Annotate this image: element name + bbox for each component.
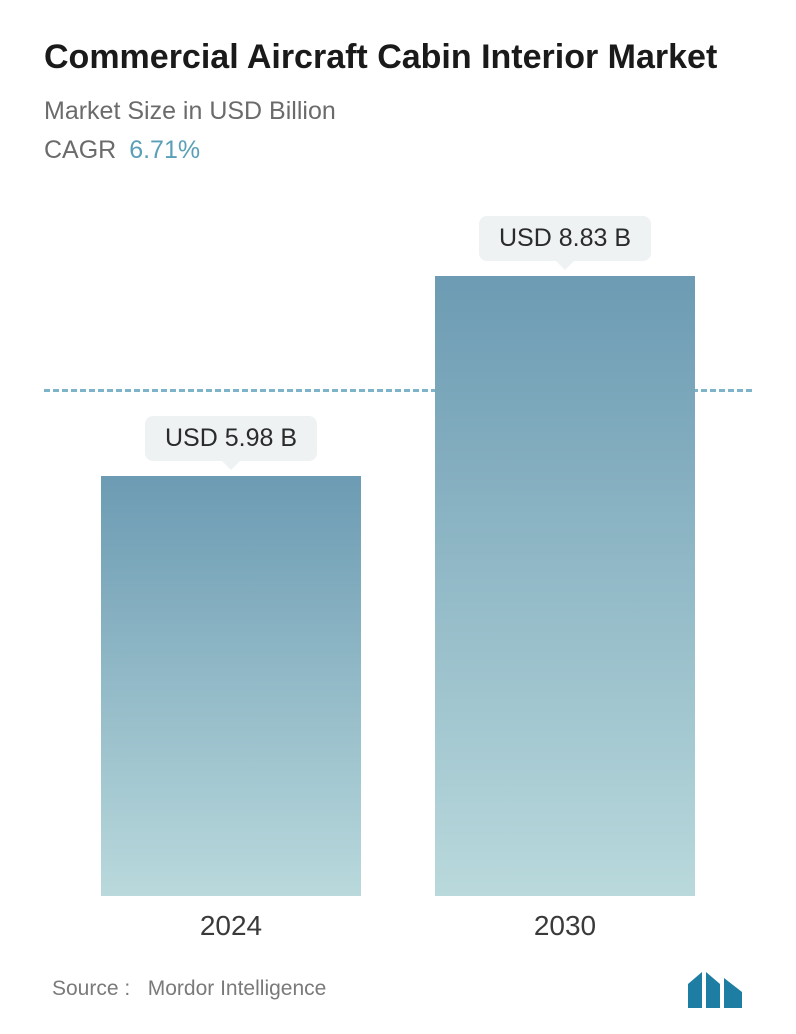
value-label-wrap: USD 5.98 B	[145, 416, 317, 470]
bars-container: USD 5.98 B USD 8.83 B	[44, 189, 752, 897]
x-axis-label: 2030	[435, 910, 695, 942]
cagr-value: 6.71%	[129, 136, 200, 164]
bar-group: USD 5.98 B	[101, 189, 361, 897]
value-label: USD 8.83 B	[479, 216, 651, 261]
x-axis-labels: 2024 2030	[44, 896, 752, 942]
value-label: USD 5.98 B	[145, 416, 317, 461]
source-text: Source : Mordor Intelligence	[52, 977, 326, 1001]
source-label: Source :	[52, 977, 130, 1000]
brand-logo-icon	[686, 970, 744, 1008]
value-pointer-icon	[555, 260, 575, 270]
bar	[101, 476, 361, 896]
value-pointer-icon	[221, 460, 241, 470]
chart-card: Commercial Aircraft Cabin Interior Marke…	[0, 0, 796, 1034]
x-axis-label: 2024	[101, 910, 361, 942]
bar-group: USD 8.83 B	[435, 189, 695, 897]
source-name: Mordor Intelligence	[148, 977, 327, 1000]
cagr-row: CAGR 6.71%	[44, 136, 752, 165]
cagr-label: CAGR	[44, 136, 116, 164]
bar	[435, 276, 695, 896]
chart-area: USD 5.98 B USD 8.83 B	[44, 189, 752, 897]
chart-title: Commercial Aircraft Cabin Interior Marke…	[44, 36, 752, 79]
chart-subtitle: Market Size in USD Billion	[44, 97, 752, 126]
value-label-wrap: USD 8.83 B	[479, 216, 651, 270]
footer: Source : Mordor Intelligence	[44, 942, 752, 1034]
